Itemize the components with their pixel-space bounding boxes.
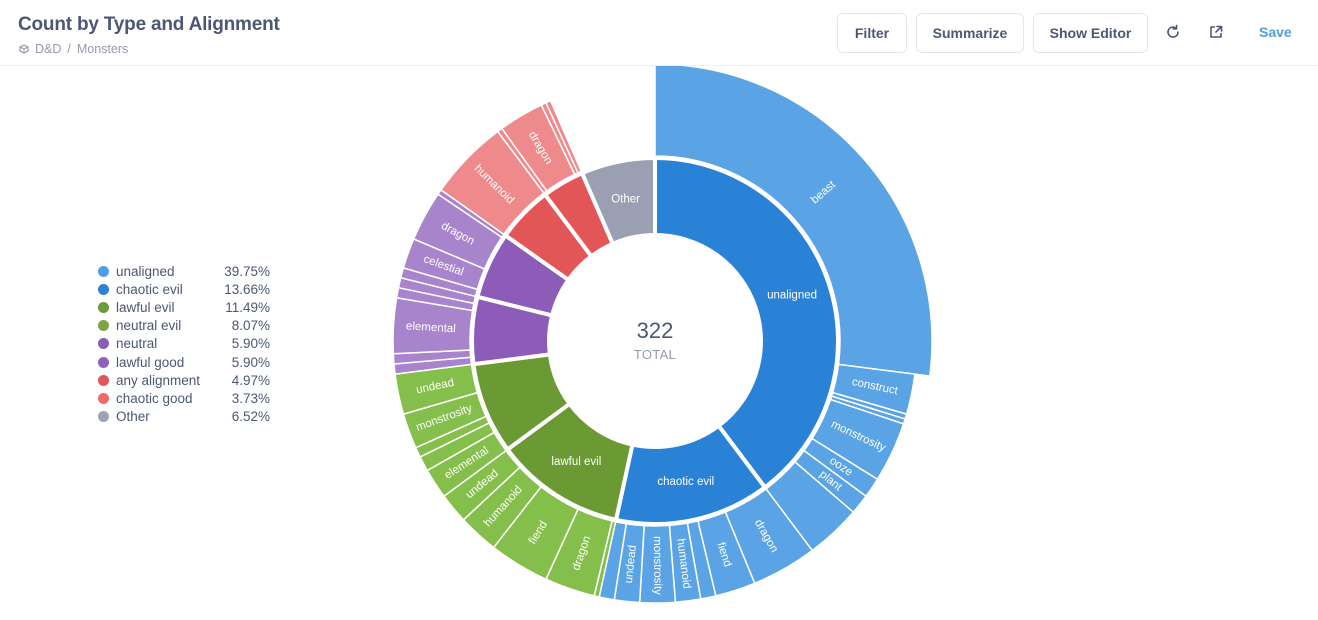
legend-percent: 3.73% bbox=[231, 390, 270, 406]
outer-segment-label: undead bbox=[623, 544, 639, 583]
legend-label: lawful evil bbox=[116, 299, 175, 315]
legend-item[interactable]: chaotic evil 13.66% bbox=[98, 280, 270, 298]
legend-percent: 5.90% bbox=[231, 336, 270, 352]
inner-segment-label: lawful evil bbox=[551, 456, 601, 468]
legend-dot bbox=[98, 265, 109, 277]
legend-label: neutral evil bbox=[116, 318, 182, 334]
legend-item[interactable]: neutral evil 8.07% bbox=[98, 317, 270, 335]
legend-dot bbox=[98, 356, 109, 368]
legend-dot bbox=[98, 392, 109, 404]
outer-segment-beast[interactable] bbox=[654, 66, 933, 377]
inner-segment-unaligned[interactable] bbox=[653, 155, 840, 491]
open-in-new-icon bbox=[1210, 25, 1223, 38]
query-header: Count by Type and Alignment D&D / Monste… bbox=[0, 0, 1318, 66]
legend-percent: 13.66% bbox=[224, 281, 270, 297]
legend-item[interactable]: lawful good 5.90% bbox=[98, 353, 270, 371]
open-in-new-button[interactable] bbox=[1206, 22, 1226, 42]
legend-item[interactable]: any alignment 4.97% bbox=[98, 371, 270, 389]
outer-ring bbox=[392, 66, 933, 604]
legend-item[interactable]: lawful evil 11.49% bbox=[98, 298, 270, 316]
legend-label: neutral bbox=[116, 336, 158, 352]
legend-label: chaotic good bbox=[116, 390, 193, 406]
breadcrumb-table[interactable]: Monsters bbox=[76, 42, 129, 56]
legend-label: lawful good bbox=[116, 354, 185, 370]
legend-percent: 39.75% bbox=[224, 263, 270, 279]
legend-dot bbox=[98, 320, 109, 332]
legend-percent: 11.49% bbox=[225, 299, 270, 315]
legend-dot bbox=[98, 301, 109, 313]
legend-item[interactable]: unaligned 39.75% bbox=[98, 262, 270, 280]
filter-button[interactable]: Filter bbox=[837, 13, 907, 53]
database-icon bbox=[19, 44, 29, 54]
legend-label: chaotic evil bbox=[116, 281, 183, 297]
inner-segment-label: Other bbox=[611, 194, 640, 206]
inner-segment-label: chaotic evil bbox=[657, 476, 714, 488]
legend-label: Other bbox=[116, 409, 150, 425]
legend-label: any alignment bbox=[116, 372, 201, 388]
show-editor-button[interactable]: Show Editor bbox=[1033, 13, 1148, 53]
outer-segment-misc-15[interactable] bbox=[544, 99, 583, 174]
inner-segment-other[interactable] bbox=[579, 155, 657, 247]
legend-item[interactable]: chaotic good 3.73% bbox=[98, 389, 270, 407]
total-label: TOTAL bbox=[634, 347, 676, 362]
legend-dot bbox=[98, 374, 109, 386]
outer-segment-label: elemental bbox=[406, 320, 456, 335]
refresh-button[interactable] bbox=[1163, 22, 1183, 42]
legend-dot bbox=[98, 283, 109, 295]
refresh-icon bbox=[1167, 24, 1179, 38]
inner-segment-label: unaligned bbox=[767, 289, 817, 301]
summarize-button[interactable]: Summarize bbox=[916, 13, 1024, 53]
inner-ring bbox=[470, 155, 840, 526]
legend-percent: 6.52% bbox=[231, 409, 270, 425]
save-button[interactable]: Save bbox=[1259, 24, 1292, 40]
legend-dot bbox=[98, 338, 109, 350]
total-value: 322 bbox=[637, 318, 674, 343]
legend-percent: 5.90% bbox=[231, 354, 270, 370]
legend-percent: 4.97% bbox=[231, 372, 270, 388]
page-title: Count by Type and Alignment bbox=[18, 14, 280, 35]
legend-percent: 8.07% bbox=[231, 318, 270, 334]
breadcrumb: D&D / Monsters bbox=[19, 42, 128, 56]
breadcrumb-database[interactable]: D&D bbox=[35, 42, 62, 56]
chart-legend: unaligned 39.75% chaotic evil 13.66% lawful … bbox=[98, 262, 270, 426]
breadcrumb-separator: / bbox=[67, 42, 71, 56]
legend-label: unaligned bbox=[116, 263, 175, 279]
legend-dot bbox=[98, 411, 109, 423]
legend-item[interactable]: Other 6.52% bbox=[98, 408, 270, 426]
legend-item[interactable]: neutral 5.90% bbox=[98, 335, 270, 353]
outer-segment-label: monstrosity bbox=[651, 536, 664, 595]
